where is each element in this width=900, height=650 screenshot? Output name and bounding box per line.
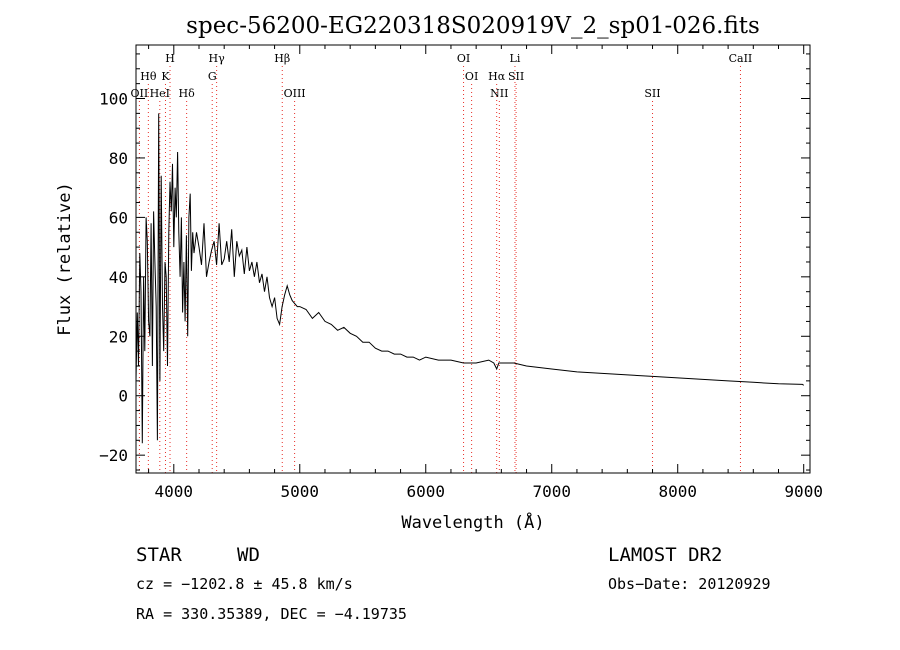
line-marker-label: Hθ — [140, 70, 157, 83]
y-tick-label: 20 — [109, 327, 128, 346]
x-tick-label: 9000 — [784, 482, 823, 501]
ra-dec: RA = 330.35389, DEC = −4.19735 — [136, 605, 407, 623]
line-marker-label: SII — [644, 87, 660, 100]
x-tick-label: 5000 — [281, 482, 320, 501]
line-marker-label: G — [208, 70, 217, 83]
line-marker-label: K — [161, 70, 170, 83]
plot-frame — [135, 44, 811, 474]
line-marker-label: OI — [465, 70, 478, 83]
x-tick-label: 7000 — [532, 482, 571, 501]
line-marker-label: OI — [457, 52, 470, 65]
line-marker-label: NII — [490, 87, 508, 100]
x-tick-label: 8000 — [658, 482, 697, 501]
survey-name: LAMOST DR2 — [608, 544, 722, 566]
y-tick-label: 60 — [109, 208, 128, 227]
y-tick-label: 80 — [109, 149, 128, 168]
y-tick-label: 40 — [109, 268, 128, 287]
line-marker-label: Hδ — [179, 87, 196, 100]
chart-title: spec-56200-EG220318S020919V_2_sp01-026.f… — [186, 13, 760, 39]
line-marker-label: CaII — [729, 52, 753, 65]
line-marker-label: HeI — [150, 87, 170, 100]
line-marker-label: Li — [510, 52, 521, 65]
object-subclass: WD — [237, 544, 260, 566]
y-axis-label: Flux (relative) — [55, 182, 75, 336]
line-marker-label: OII — [131, 87, 149, 100]
y-tick-label: 100 — [99, 90, 128, 109]
line-marker-label: Hβ — [274, 52, 290, 65]
observation-date: Obs−Date: 20120929 — [608, 575, 771, 593]
y-tick-label: 0 — [118, 387, 128, 406]
line-marker-label: Hγ — [209, 52, 226, 65]
x-axis-label: Wavelength (Å) — [401, 511, 544, 533]
x-axis: 4000 5000 6000 7000 8000 9000 — [148, 45, 823, 501]
object-class: STAR — [136, 544, 182, 566]
line-marker-label: SII — [508, 70, 524, 83]
flux-series-line — [135, 113, 804, 444]
line-marker-label: Hα — [488, 70, 506, 83]
x-tick-label: 4000 — [155, 482, 194, 501]
y-axis: −20 0 20 40 60 80 100 — [99, 53, 810, 471]
line-marker-label: H — [165, 52, 175, 65]
y-tick-label: −20 — [99, 446, 128, 465]
redshift-velocity: cz = −1202.8 ± 45.8 km/s — [136, 575, 353, 593]
line-marker-label: OIII — [284, 87, 306, 100]
x-tick-label: 6000 — [406, 482, 445, 501]
